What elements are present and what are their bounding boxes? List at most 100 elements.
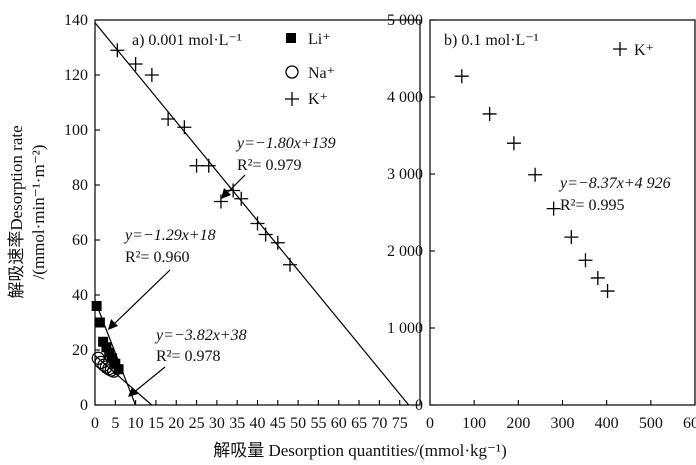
data-point-plus xyxy=(270,235,285,250)
data-point-square xyxy=(98,336,109,347)
k-fit-equation: y=−1.80x+139 xyxy=(235,135,336,152)
data-point-plus xyxy=(283,257,297,272)
x-tick-label: 65 xyxy=(351,415,367,432)
data-point-plus xyxy=(161,112,176,126)
data-point-plus xyxy=(454,69,469,84)
data-point-square xyxy=(113,364,124,375)
panel-b-legend-k-label: K⁺ xyxy=(634,42,654,59)
data-point-plus xyxy=(144,68,159,82)
data-point-plus xyxy=(578,253,593,268)
data-point-plus xyxy=(564,230,579,245)
panel-b-label: b) 0.1 mol·L⁻¹ xyxy=(444,32,539,49)
panel-b-x-ticks: 0 100 200 300 400 500 600 xyxy=(426,400,696,432)
x-tick-label: 400 xyxy=(595,415,619,432)
na-annotation-arrowhead xyxy=(128,387,138,397)
panel-b-fit-equation: y=−8.37x+4 926 xyxy=(558,175,671,192)
panel-b-fit-r2: R²= 0.995 xyxy=(560,197,625,214)
li-fit-r2: R²= 0.960 xyxy=(125,249,190,266)
x-axis-label: 解吸量 Desorption quantities/(mmol·kg⁻¹) xyxy=(213,441,507,460)
na-fit-r2: R²= 0.978 xyxy=(156,348,221,365)
x-tick-label: 60 xyxy=(331,415,347,432)
data-point-square xyxy=(101,342,112,353)
na-annotation-arrow xyxy=(132,366,166,394)
panel-b: 0 100 200 300 400 500 600 0 1 000 2 000 3 000 4 00… xyxy=(387,12,696,432)
data-point-square xyxy=(110,358,121,369)
data-point-circle xyxy=(94,355,108,369)
data-point-plus xyxy=(226,183,241,198)
y-tick-label: 60 xyxy=(72,232,88,249)
y-axis-label-line1: 解吸速率Desorption rate xyxy=(7,125,26,298)
legend-li-label: Li⁺ xyxy=(308,31,331,48)
data-point-square xyxy=(91,301,102,311)
legend-k-marker xyxy=(285,92,299,106)
y-axis-label-line2: /(mmol·min⁻¹·m⁻²) xyxy=(29,145,48,280)
x-tick-label: 15 xyxy=(148,415,164,432)
y-tick-label: 3 000 xyxy=(387,166,423,183)
data-point-plus xyxy=(258,227,273,242)
data-point-plus xyxy=(600,284,615,299)
legend-na-marker xyxy=(285,65,299,79)
panel-b-legend-k-marker xyxy=(613,42,627,56)
x-tick-label: 100 xyxy=(462,415,486,432)
data-point-plus xyxy=(213,194,228,209)
li-fit-equation: y=−1.29x+18 xyxy=(123,227,216,244)
fit-line xyxy=(94,355,153,406)
x-tick-label: 25 xyxy=(189,415,205,432)
x-tick-label: 500 xyxy=(639,415,663,432)
y-axis-label: 解吸速率Desorption rate /(mmol·min⁻¹·m⁻²) xyxy=(7,125,48,298)
fit-line xyxy=(94,22,410,406)
data-point-plus xyxy=(506,136,521,151)
data-point-plus xyxy=(590,270,605,285)
x-tick-label: 600 xyxy=(683,415,696,432)
y-tick-label: 0 xyxy=(415,397,423,414)
y-tick-label: 20 xyxy=(72,342,88,359)
x-tick-label: 35 xyxy=(229,415,245,432)
x-tick-label: 45 xyxy=(270,415,286,432)
x-tick-label: 75 xyxy=(392,415,408,432)
data-point-square xyxy=(107,353,118,364)
li-annotation-arrow xyxy=(112,269,171,326)
x-tick-label: 30 xyxy=(209,415,225,432)
data-point-plus xyxy=(250,216,265,231)
k-fit-r2: R²= 0.979 xyxy=(237,157,302,174)
x-tick-label: 200 xyxy=(506,415,530,432)
x-tick-label: 50 xyxy=(290,415,306,432)
x-tick-label: 0 xyxy=(426,415,434,432)
x-tick-label: 70 xyxy=(371,415,387,432)
na-fit-equation: y=−3.82x+38 xyxy=(154,327,247,344)
y-tick-label: 2 000 xyxy=(387,243,423,260)
y-tick-label: 40 xyxy=(72,287,88,304)
data-point-square xyxy=(104,347,115,358)
x-tick-label: 20 xyxy=(168,415,184,432)
y-tick-label: 100 xyxy=(64,122,88,139)
y-tick-label: 0 xyxy=(80,397,88,414)
y-tick-label: 4 000 xyxy=(387,89,423,106)
data-point-plus xyxy=(201,158,216,173)
legend-na-label: Na⁺ xyxy=(308,65,335,82)
data-point-plus xyxy=(128,57,143,71)
x-tick-label: 300 xyxy=(551,415,575,432)
panel-a-x-ticks: 0 5 10 15 20 25 30 35 40 45 50 55 60 65 70 75 xyxy=(91,400,408,432)
x-tick-label: 40 xyxy=(250,415,266,432)
data-point-plus xyxy=(482,106,497,121)
y-tick-label: 5 000 xyxy=(387,12,423,29)
data-point-plus xyxy=(110,43,125,58)
data-point-square xyxy=(94,317,105,328)
legend-k-label: K⁺ xyxy=(308,91,328,108)
panel-b-y-ticks: 0 1 000 2 000 3 000 4 000 5 000 xyxy=(387,12,435,414)
panel-a-frame xyxy=(94,19,421,406)
x-tick-label: 55 xyxy=(310,415,326,432)
data-point-plus xyxy=(189,158,204,173)
y-tick-label: 1 000 xyxy=(387,320,423,337)
data-point-circle xyxy=(107,364,121,378)
data-point-plus xyxy=(177,120,192,135)
k-annotation-arrow xyxy=(225,174,246,195)
k-annotation-arrowhead xyxy=(221,188,231,199)
panel-a-y-ticks: 0 20 40 60 80 100 120 140 xyxy=(64,12,100,414)
data-point-plus xyxy=(234,191,249,206)
li-annotation-arrowhead xyxy=(108,319,118,330)
panel-a-label: a) 0.001 mol·L⁻¹ xyxy=(132,32,242,49)
panel-a-points xyxy=(91,43,297,378)
y-tick-label: 80 xyxy=(72,177,88,194)
